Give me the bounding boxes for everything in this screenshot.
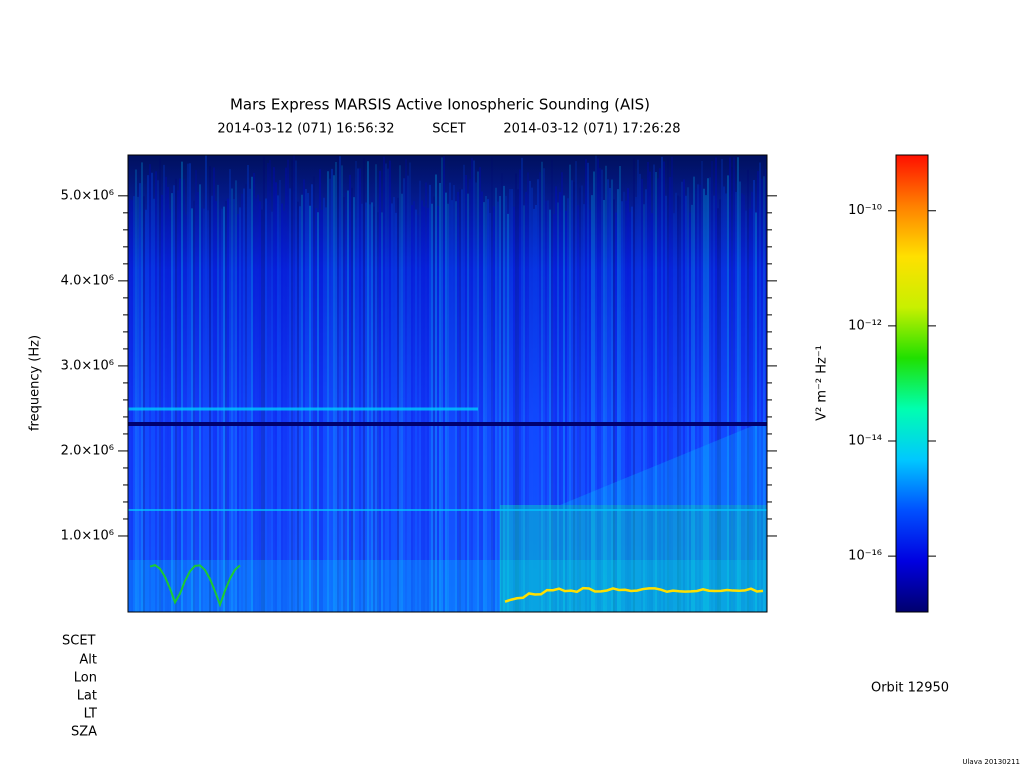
- spectrogram-plasma: [500, 505, 767, 612]
- y-axis-label: frequency (Hz): [28, 335, 43, 431]
- y-tick-label: 3.0×10⁶: [61, 358, 114, 373]
- orbit-label: Orbit 12950: [871, 681, 949, 696]
- spectrogram-plasma-wedge: [560, 420, 767, 505]
- colorbar: [895, 154, 929, 613]
- spectrogram-trace: [149, 564, 241, 608]
- spectrogram-image: [127, 155, 767, 612]
- ephemeris-row-label: Alt: [79, 653, 97, 668]
- ephemeris-row-label: Lat: [77, 689, 97, 704]
- plot-frame: [127, 154, 768, 613]
- colorbar-tick-label: 10⁻¹⁶: [848, 549, 882, 564]
- ephemeris-time-label: SCET: [62, 634, 96, 649]
- ephemeris-row-label: Lon: [74, 671, 97, 686]
- y-tick-label: 1.0×10⁶: [61, 528, 114, 543]
- colorbar-label: V² m⁻² Hz⁻¹: [815, 345, 830, 421]
- ephemeris-row-label: SZA: [71, 725, 97, 740]
- y-tick-label: 5.0×10⁶: [61, 188, 114, 203]
- colorbar-tick-label: 10⁻¹⁰: [848, 203, 882, 218]
- ephemeris-row-label: LT: [84, 707, 97, 722]
- y-tick-label: 2.0×10⁶: [61, 443, 114, 458]
- spectrogram-trace: [504, 586, 764, 603]
- colorbar-tick-label: 10⁻¹⁴: [848, 434, 882, 449]
- footer: Ulava 20130211: [962, 758, 1020, 766]
- chart-title: Mars Express MARSIS Active Ionospheric S…: [230, 96, 650, 114]
- spectrogram-background: [128, 155, 767, 612]
- colorbar-tick-label: 10⁻¹²: [848, 318, 882, 333]
- start-time: 2014-03-12 (071) 16:56:32: [217, 122, 394, 137]
- y-tick-label: 4.0×10⁶: [61, 273, 114, 288]
- time-frame: SCET: [432, 122, 466, 137]
- end-time: 2014-03-12 (071) 17:26:28: [503, 122, 680, 137]
- spectrogram-lowband: [128, 560, 767, 612]
